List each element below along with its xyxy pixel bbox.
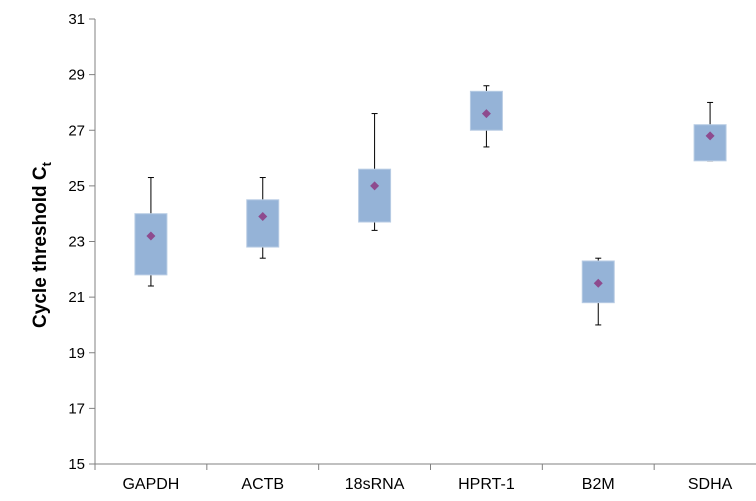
mean-marker [258,211,268,221]
mean-marker [481,109,491,119]
y-tick-label: 25 [68,178,85,195]
box-series [134,85,727,326]
iqr-box [358,168,392,223]
box-hprt-1 [469,85,503,148]
x-axis: GAPDH ACTB 18sRNA HPRT-1 B2M SDHA [94,463,756,493]
box-actb [246,177,280,259]
x-tick-label: ACTB [241,476,284,493]
y-tick-label: 23 [68,234,85,251]
mean-marker [146,231,156,241]
iqr-box [134,213,168,276]
y-tick-label: 19 [68,345,85,362]
y-tick-label: 17 [68,400,85,417]
x-tick-label: GAPDH [122,476,179,493]
iqr-box [693,124,727,162]
y-tick-label: 29 [68,67,85,84]
mean-marker [705,131,715,141]
x-tick-label: 18sRNA [345,476,405,493]
box-b2m [581,257,615,326]
y-axis-title: Cycle threshold Ct [30,161,54,328]
mean-marker [370,181,380,191]
iqr-box [246,199,280,248]
y-tick-label: 15 [68,456,85,473]
box-gapdh [134,177,168,287]
y-tick-label: 21 [68,289,85,306]
x-tick-label: HPRT-1 [458,476,515,493]
x-tick-label: B2M [582,476,615,493]
y-axis: 15 17 19 21 23 25 27 29 31 [68,11,96,473]
mean-marker [593,278,603,288]
y-tick-label: 31 [68,11,85,28]
y-tick-label: 27 [68,122,85,139]
x-tick-label: SDHA [688,476,733,493]
box-18srna [358,113,392,231]
box-sdha [693,101,727,162]
